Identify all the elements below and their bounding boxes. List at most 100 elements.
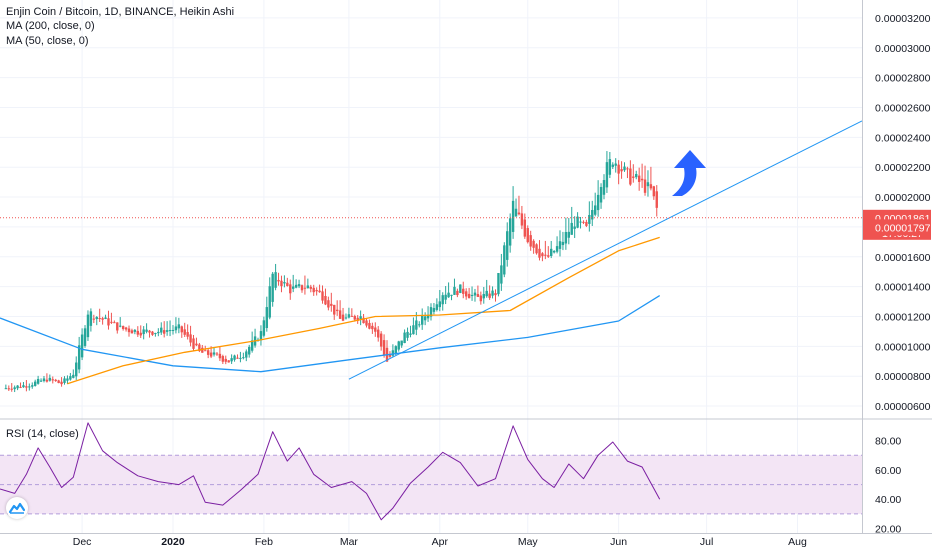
- candle-body: [555, 246, 559, 252]
- candle-body: [271, 273, 274, 302]
- candle: [652, 185, 656, 200]
- candle: [368, 319, 371, 330]
- candle: [86, 310, 90, 341]
- candle: [262, 316, 266, 338]
- candle: [212, 347, 216, 357]
- candle: [259, 325, 263, 346]
- candle: [526, 225, 529, 244]
- price-tick-label: 0.00001000: [875, 341, 931, 353]
- candle-body: [330, 303, 333, 306]
- chart-title: Enjin Coin / Bitcoin, 1D, BINANCE, Heiki…: [6, 6, 235, 18]
- candle-body: [300, 285, 304, 291]
- candle: [92, 314, 96, 324]
- candle: [124, 326, 128, 332]
- candle-body: [171, 329, 175, 331]
- candle-body: [394, 346, 398, 354]
- price-tick-label: 0.00000800: [875, 371, 931, 383]
- candle-body: [7, 388, 10, 390]
- candle: [341, 307, 345, 322]
- candle-body: [582, 221, 585, 223]
- candle: [579, 216, 582, 229]
- candle-body: [268, 286, 271, 318]
- candle: [116, 322, 119, 334]
- candle-body: [344, 317, 348, 319]
- candle-body: [309, 286, 312, 289]
- candle: [42, 375, 46, 383]
- candle: [104, 314, 107, 320]
- candle-body: [248, 346, 251, 355]
- candle-body: [362, 317, 365, 324]
- candle: [83, 325, 87, 348]
- candle: [473, 288, 477, 302]
- candle-body: [204, 350, 207, 352]
- candle-body: [520, 213, 524, 226]
- candle-body: [605, 162, 609, 188]
- candle: [602, 174, 606, 200]
- candle-body: [245, 351, 248, 358]
- candle-body: [291, 286, 295, 289]
- candle-body: [148, 330, 151, 333]
- candle-body: [567, 231, 571, 238]
- candle-body: [400, 340, 403, 346]
- candle-body: [189, 334, 192, 343]
- candle: [508, 213, 512, 253]
- candle: [418, 321, 421, 328]
- candle-body: [186, 332, 189, 337]
- candle: [107, 310, 110, 330]
- candle-body: [444, 294, 447, 300]
- candle: [221, 354, 225, 364]
- candle-body: [547, 255, 550, 257]
- candle: [491, 286, 494, 299]
- candle-body: [4, 388, 8, 390]
- candle-body: [107, 318, 110, 326]
- candle-body: [620, 169, 623, 172]
- candle-body: [403, 332, 406, 344]
- candle: [379, 331, 383, 351]
- candle-body: [274, 272, 277, 288]
- candle: [588, 201, 591, 232]
- candle: [637, 167, 641, 191]
- candle-body: [206, 350, 210, 355]
- candle: [224, 355, 227, 365]
- candle-body: [69, 376, 72, 380]
- candle-body: [561, 241, 565, 246]
- candle-body: [368, 322, 371, 329]
- candle-body: [500, 265, 503, 284]
- candle: [382, 334, 386, 358]
- candle-body: [297, 284, 301, 287]
- rsi-tick-label: 80.00: [875, 436, 901, 448]
- candle-body: [19, 386, 22, 388]
- time-tick-label: Feb: [255, 536, 273, 548]
- candle-body: [409, 333, 412, 335]
- candle-body: [83, 328, 87, 346]
- candle: [620, 161, 623, 179]
- candle-body: [646, 182, 650, 187]
- ma200-line: [0, 295, 661, 373]
- candle-body: [10, 388, 13, 390]
- candle: [283, 275, 286, 288]
- candle-body: [324, 295, 327, 305]
- candle: [347, 307, 351, 319]
- candle: [63, 376, 66, 385]
- candle: [520, 205, 524, 230]
- candle-body: [39, 380, 43, 382]
- candle: [327, 296, 330, 311]
- candle: [142, 326, 145, 340]
- candle: [438, 289, 441, 312]
- candle: [133, 329, 137, 335]
- candle: [447, 282, 450, 298]
- rsi-tick-label: 20.00: [875, 524, 901, 536]
- candle-body: [294, 284, 298, 288]
- candle: [151, 330, 154, 336]
- candle-body: [599, 187, 603, 203]
- candle-body: [133, 329, 137, 332]
- tradingview-logo-icon[interactable]: [6, 497, 28, 519]
- candle-body: [212, 352, 216, 355]
- candle: [608, 152, 612, 179]
- candle: [391, 344, 395, 357]
- candle-body: [447, 292, 450, 298]
- candle: [189, 325, 192, 347]
- candle-body: [532, 240, 535, 248]
- candle-body: [412, 325, 415, 335]
